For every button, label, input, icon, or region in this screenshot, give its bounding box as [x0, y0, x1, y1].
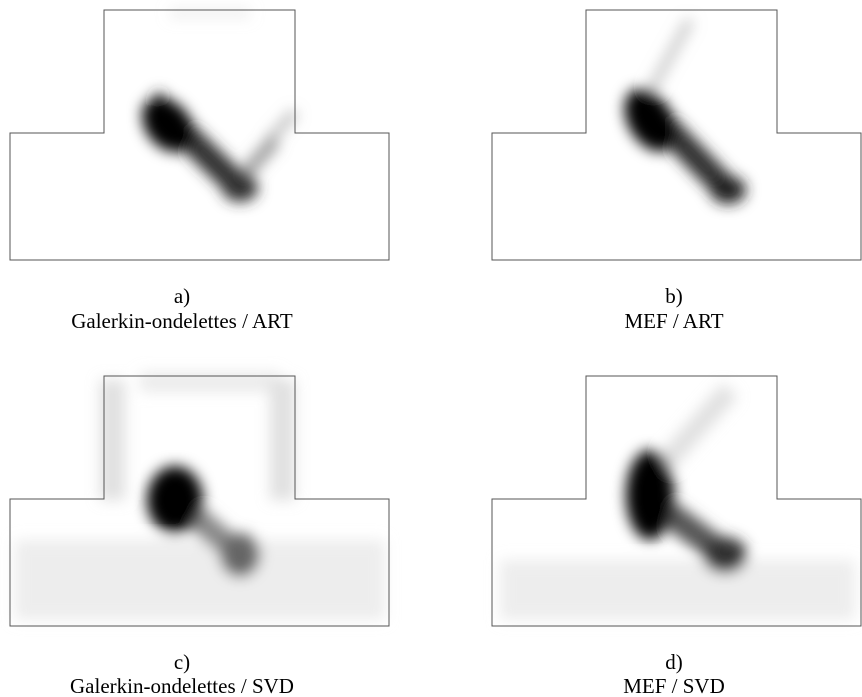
reconstruction-image: [624, 17, 746, 204]
panel-a: [9, 8, 390, 261]
reconstruction-image: [15, 372, 385, 620]
panel-d: [491, 375, 862, 627]
panel-caption: Galerkin-ondelettes / SVD: [70, 674, 294, 697]
panel-b: [491, 9, 862, 261]
panel-caption: MEF / SVD: [623, 674, 725, 697]
reconstruction-image: [500, 383, 855, 620]
reconstruction-image: [140, 8, 299, 202]
domain-outline: [491, 375, 862, 627]
panel-caption: MEF / ART: [624, 309, 723, 333]
panel-c: [9, 372, 390, 627]
panel-letter: b): [665, 284, 683, 308]
panel-letter: c): [174, 650, 190, 674]
domain-outline: [9, 9, 390, 261]
panel-letter: d): [665, 650, 683, 674]
panel-letter: a): [174, 284, 190, 308]
domain-outline: [491, 9, 862, 261]
domain-outline: [9, 375, 390, 627]
panel-caption: Galerkin-ondelettes / ART: [71, 309, 293, 333]
